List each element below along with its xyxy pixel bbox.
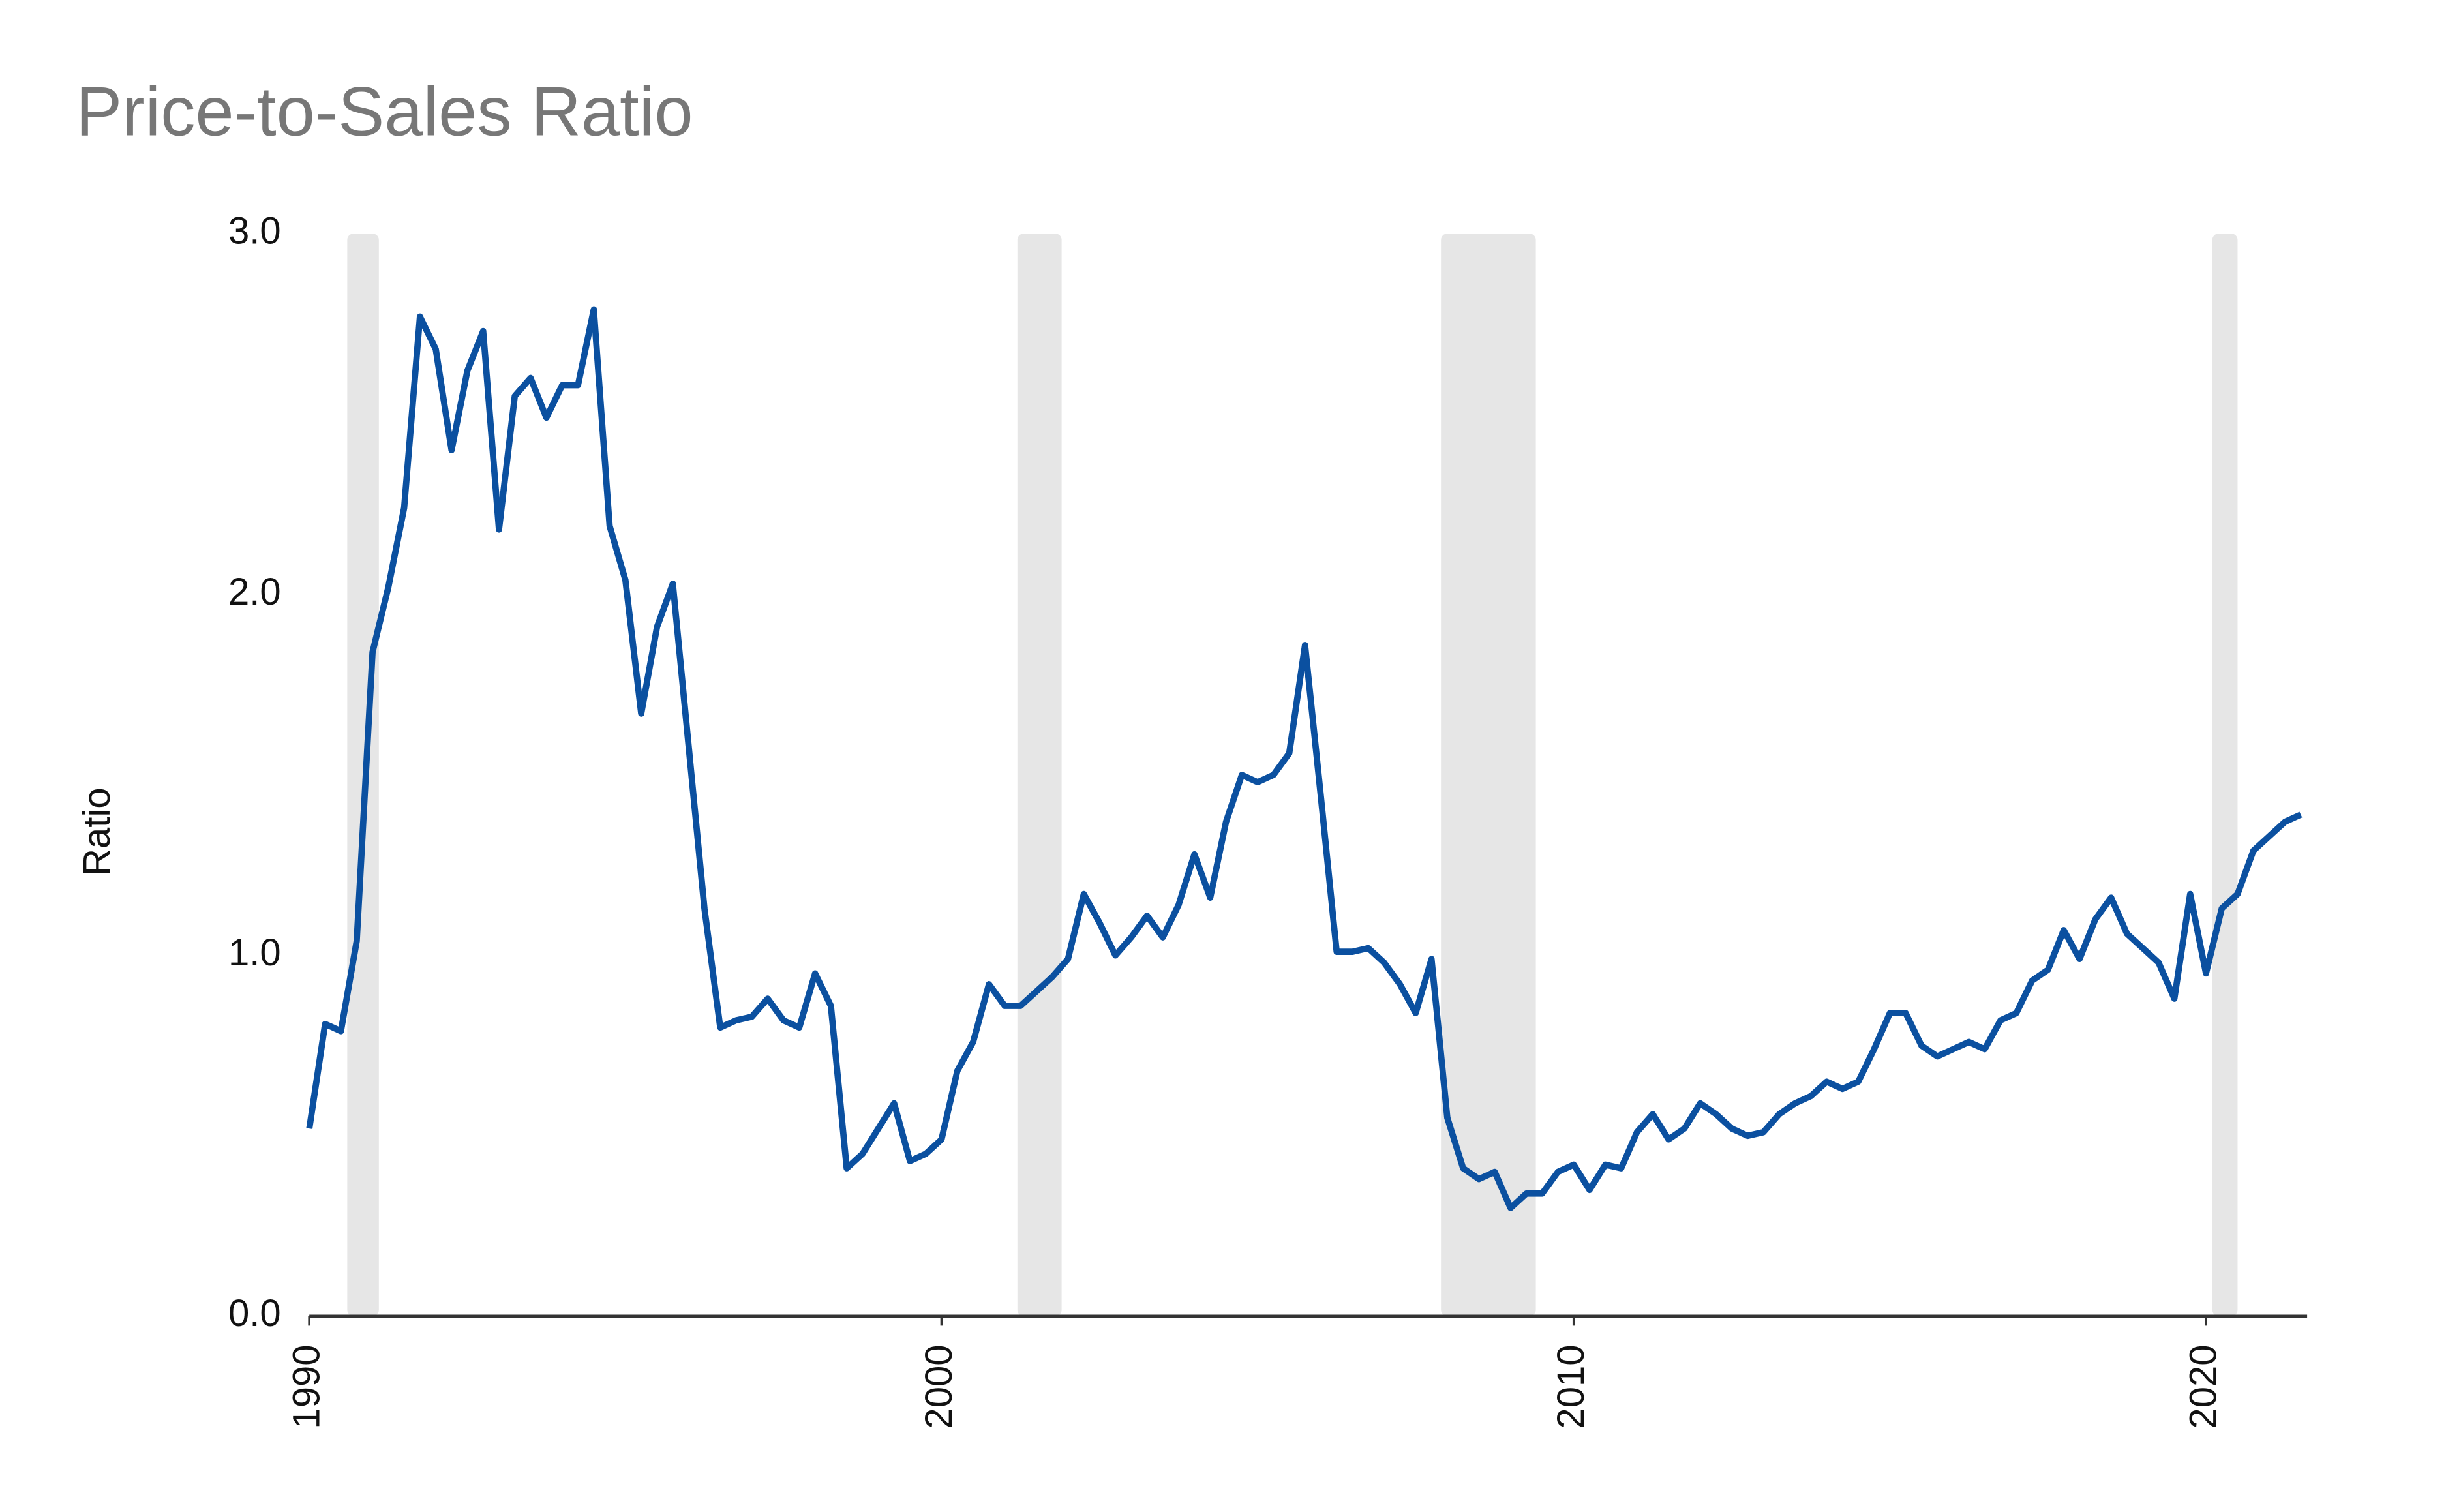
- y-tick-label: 0.0: [228, 1292, 281, 1335]
- x-tick-label: 2010: [1550, 1344, 1592, 1429]
- x-tick-label: 2000: [918, 1344, 960, 1429]
- y-axis-label: Ratio: [76, 787, 118, 876]
- x-tick-label: 2020: [2182, 1344, 2224, 1429]
- recession-band: [2212, 234, 2238, 1316]
- recession-band: [1441, 234, 1536, 1316]
- recession-band: [1017, 234, 1062, 1316]
- y-tick-label: 1.0: [228, 931, 281, 974]
- x-tick-label: 1990: [286, 1344, 328, 1429]
- data-line: [306, 306, 2303, 1211]
- chart-title: Price-to-Sales Ratio: [76, 72, 693, 150]
- y-tick-label: 3.0: [228, 210, 281, 252]
- y-tick-label: 2.0: [228, 571, 281, 613]
